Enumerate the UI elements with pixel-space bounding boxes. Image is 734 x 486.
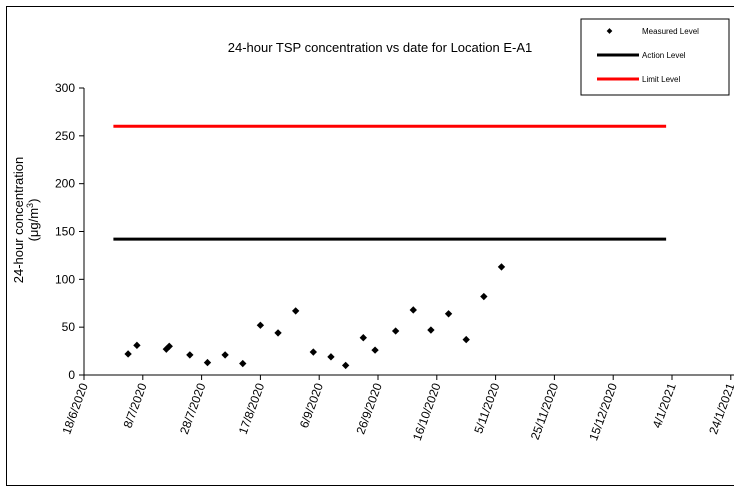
x-tick-label: 15/12/2020 (586, 381, 620, 443)
y-tick-label: 150 (55, 225, 75, 239)
measured-level-point (292, 307, 300, 315)
y-axis-title-line2: (μg/m3) (25, 199, 41, 242)
measured-level-point (341, 361, 350, 370)
plot-area: 0 50 100 150 200 250 300 18/6/2020 8/7/2020 28/7/… (55, 81, 734, 442)
x-tick-label: 18/6/2020 (59, 381, 91, 436)
measured-level-point (239, 359, 247, 368)
x-tick-label: 4/1/2021 (650, 381, 679, 430)
x-tick-label: 8/7/2020 (120, 381, 149, 430)
y-tick-label: 250 (55, 129, 75, 143)
measured-level-point (165, 342, 173, 350)
x-tick-label: 16/10/2020 (410, 381, 444, 443)
y-tick-label: 200 (55, 177, 75, 191)
y-tick-label: 0 (68, 368, 75, 382)
x-tick-label: 6/9/2020 (297, 381, 326, 430)
measured-level-point (309, 348, 317, 356)
y-axis-title: 24-hour concentration (μg/m3) (11, 157, 41, 283)
x-tick-label: 17/8/2020 (236, 381, 268, 436)
measured-level-point (256, 321, 265, 329)
measured-level-point (371, 346, 379, 354)
x-tick-label: 25/11/2020 (528, 381, 562, 442)
measured-level-point (124, 350, 132, 358)
legend-measured-level-label: Measured Level (642, 27, 699, 36)
measured-level-point (186, 351, 194, 359)
measured-level-point (133, 341, 141, 350)
y-tick-label: 100 (55, 272, 75, 286)
chart-title: 24-hour TSP concentration vs date for Lo… (228, 40, 532, 55)
y-axis-title-unit-superscript: 3 (25, 203, 35, 208)
measured-level-point (409, 306, 417, 314)
measured-level-point (391, 327, 400, 335)
y-axis-title-unit-prefix: (μg/m (26, 208, 41, 242)
measured-level-point (480, 292, 488, 301)
y-tick-label: 300 (55, 81, 75, 95)
y-axis-title-line1: 24-hour concentration (11, 157, 26, 283)
measured-level-point (444, 310, 453, 318)
measured-level-point (462, 335, 470, 344)
x-tick-label: 26/9/2020 (353, 381, 385, 436)
measured-level-point (359, 334, 367, 342)
chart-canvas: 24-hour concentration (μg/m3) 24-hour TS… (11, 18, 734, 442)
measured-level-point (274, 329, 282, 337)
x-tick-label: 28/7/2020 (177, 381, 209, 436)
measured-level-point (327, 353, 335, 361)
measured-level-point (221, 351, 229, 359)
legend-action-level-label: Action Level (642, 51, 686, 60)
y-tick-label: 50 (62, 320, 76, 334)
legend-box (580, 18, 730, 96)
measured-level-point (203, 358, 212, 367)
legend: Measured Level Action Level Limit Level (580, 18, 730, 96)
legend-measured-level-marker (606, 28, 613, 34)
measured-level-point (497, 263, 506, 271)
x-tick-label: 5/11/2020 (471, 381, 502, 435)
x-tick-label: 24/1/2021 (706, 381, 734, 436)
legend-limit-level-label: Limit Level (642, 75, 680, 84)
y-axis-title-unit-suffix: ) (26, 199, 41, 203)
measured-level-point (427, 326, 435, 334)
